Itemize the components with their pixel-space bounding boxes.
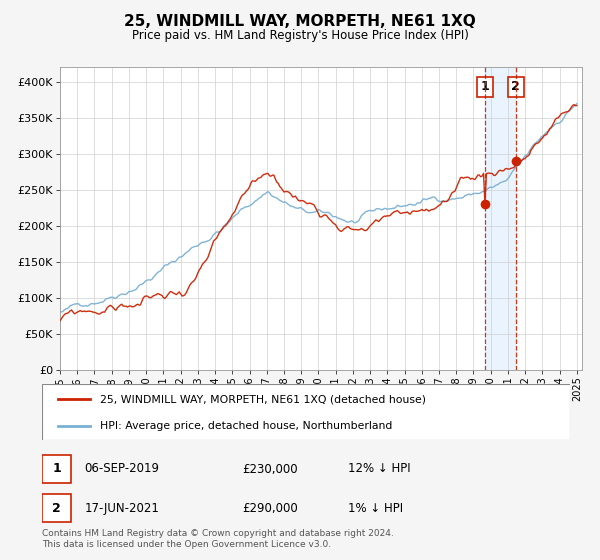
FancyBboxPatch shape <box>42 384 570 440</box>
Text: Price paid vs. HM Land Registry's House Price Index (HPI): Price paid vs. HM Land Registry's House … <box>131 29 469 42</box>
Text: 25, WINDMILL WAY, MORPETH, NE61 1XQ (detached house): 25, WINDMILL WAY, MORPETH, NE61 1XQ (det… <box>100 394 426 404</box>
Bar <box>485 67 516 370</box>
Text: 1: 1 <box>481 80 490 94</box>
Text: 06-SEP-2019: 06-SEP-2019 <box>84 463 159 475</box>
Text: 1: 1 <box>52 463 61 475</box>
Text: £290,000: £290,000 <box>242 502 298 515</box>
FancyBboxPatch shape <box>42 494 71 522</box>
Text: 12% ↓ HPI: 12% ↓ HPI <box>348 463 411 475</box>
Text: 2: 2 <box>52 502 61 515</box>
Text: 1% ↓ HPI: 1% ↓ HPI <box>348 502 403 515</box>
Text: 2: 2 <box>511 80 520 94</box>
Text: 25, WINDMILL WAY, MORPETH, NE61 1XQ: 25, WINDMILL WAY, MORPETH, NE61 1XQ <box>124 14 476 29</box>
Text: Contains HM Land Registry data © Crown copyright and database right 2024.
This d: Contains HM Land Registry data © Crown c… <box>42 529 394 549</box>
Text: HPI: Average price, detached house, Northumberland: HPI: Average price, detached house, Nort… <box>100 421 392 431</box>
Text: 17-JUN-2021: 17-JUN-2021 <box>84 502 159 515</box>
FancyBboxPatch shape <box>42 455 71 483</box>
Text: £230,000: £230,000 <box>242 463 298 475</box>
